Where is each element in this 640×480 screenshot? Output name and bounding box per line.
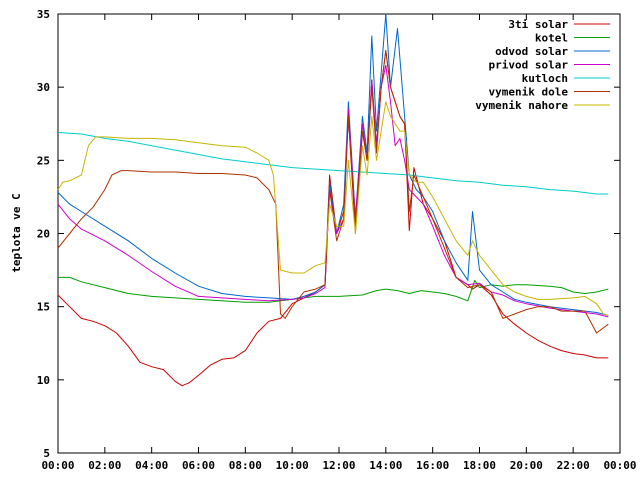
series-line-odvod-solar <box>57 13 609 316</box>
y-axis-label: teplota ve C <box>10 193 23 272</box>
y-tick-label: 25 <box>37 154 50 167</box>
legend-label: 3ti solar <box>508 18 568 31</box>
x-tick-label: 12:00 <box>322 459 355 472</box>
y-axis: 5 10 15 20 25 30 35 <box>37 8 620 460</box>
legend-label: kotel <box>535 32 568 45</box>
series-line-privod-solar <box>57 64 609 318</box>
y-tick-label: 30 <box>37 81 50 94</box>
x-tick-label: 18:00 <box>463 459 496 472</box>
x-tick-label: 00:00 <box>41 459 74 472</box>
x-tick-label: 20:00 <box>510 459 543 472</box>
x-tick-label: 06:00 <box>182 459 215 472</box>
y-tick-label: 35 <box>37 8 50 21</box>
x-axis: 00:00 02:00 04:00 06:00 08:00 10:00 12:00 14:00… <box>41 14 637 472</box>
y-tick-label: 15 <box>37 301 50 314</box>
x-tick-label: 14:00 <box>369 459 402 472</box>
x-tick-label: 04:00 <box>135 459 168 472</box>
legend-label: kutloch <box>522 72 568 85</box>
x-tick-label: 22:00 <box>557 459 590 472</box>
x-tick-label: 08:00 <box>229 459 262 472</box>
series-line-vymenik-dole <box>57 50 609 334</box>
legend-label: privod solar <box>489 59 569 72</box>
legend-label: odvod solar <box>495 45 568 58</box>
x-tick-label: 16:00 <box>416 459 449 472</box>
legend-label: vymenik dole <box>489 86 569 99</box>
series-line-kotel <box>58 276 609 303</box>
x-tick-label: 00:00 <box>603 459 636 472</box>
series-line-kutloch <box>57 132 609 195</box>
series-lines <box>57 13 609 387</box>
y-tick-label: 5 <box>43 447 50 460</box>
series-line-vymenik-nahore <box>57 101 609 316</box>
x-tick-label: 02:00 <box>88 459 121 472</box>
y-tick-label: 10 <box>37 374 50 387</box>
x-tick-label: 10:00 <box>276 459 309 472</box>
y-tick-label: 20 <box>37 228 50 241</box>
legend-label: vymenik nahore <box>475 99 568 112</box>
